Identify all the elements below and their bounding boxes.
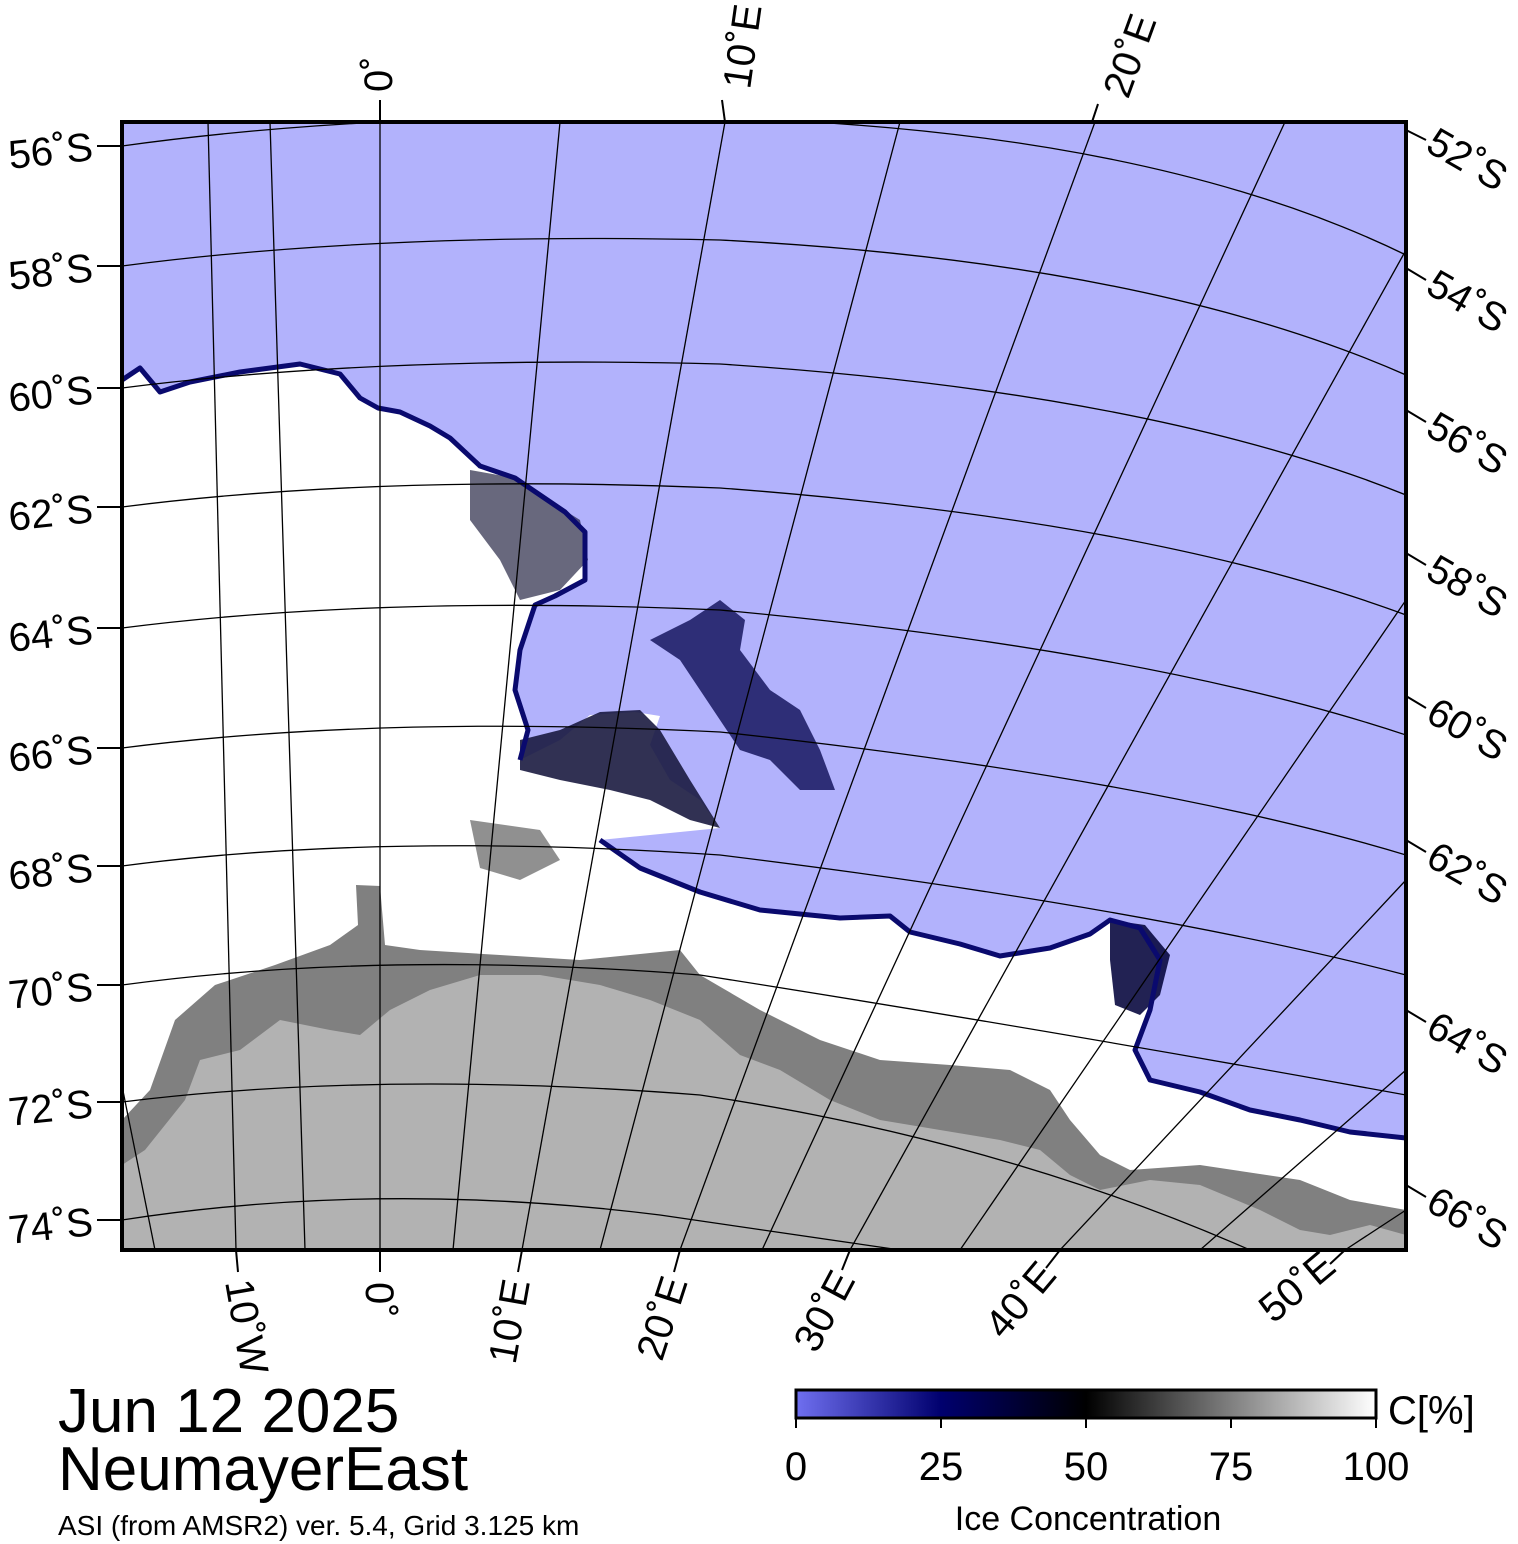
- colorbar-tick-label: 75: [1209, 1445, 1254, 1489]
- left-lat-label: 62˚S: [6, 487, 95, 540]
- colorbar-tick-label: 25: [919, 1445, 964, 1489]
- right-lat-label: 64˚S: [1420, 1004, 1515, 1084]
- colorbar-tick-label: 100: [1343, 1445, 1410, 1489]
- left-latitude-labels: 56˚S 58˚S 60˚S 62˚S 64˚S 66˚S 68˚S 70˚S …: [6, 125, 95, 1253]
- colorbar-unit: C[%]: [1388, 1389, 1475, 1433]
- right-lat-label: 66˚S: [1420, 1179, 1515, 1259]
- right-lat-label: 60˚S: [1420, 690, 1515, 770]
- top-lon-label: 20˚E: [1095, 9, 1165, 103]
- right-lat-label: 54˚S: [1420, 262, 1515, 342]
- top-lon-label: 10˚E: [715, 1, 770, 91]
- colorbar-tick-label: 0: [785, 1445, 807, 1489]
- bottom-lon-label: 30˚E: [785, 1264, 864, 1359]
- region-name: NeumayerEast: [58, 1435, 469, 1504]
- right-lat-label: 62˚S: [1420, 834, 1515, 914]
- bottom-lon-label: 40˚E: [977, 1254, 1065, 1347]
- map-date: Jun 12 2025: [58, 1377, 400, 1446]
- top-lon-label: 0˚: [357, 56, 401, 92]
- bottom-lon-label: 10˚E: [481, 1276, 539, 1367]
- product-info: ASI (from AMSR2) ver. 5.4, Grid 3.125 km: [58, 1510, 580, 1541]
- bottom-lon-label: 20˚E: [629, 1271, 697, 1365]
- left-lat-label: 60˚S: [6, 368, 95, 421]
- map-frame: [120, 120, 1408, 1252]
- graticule-meridians: [122, 122, 1406, 1250]
- bottom-lon-label: 50˚E: [1251, 1243, 1344, 1331]
- colorbar-title: Ice Concentration: [955, 1500, 1222, 1538]
- right-lat-label: 52˚S: [1420, 120, 1515, 200]
- marginal-ice-zone: [470, 470, 1170, 1015]
- left-lat-label: 64˚S: [6, 608, 95, 661]
- left-lat-label: 56˚S: [6, 125, 95, 178]
- antarctic-land: [122, 975, 1406, 1250]
- bottom-longitude-labels: 10˚W 0˚ 10˚E 20˚E 30˚E 40˚E 50˚E: [216, 1243, 1344, 1378]
- right-lat-label: 58˚S: [1420, 547, 1515, 627]
- left-lat-label: 74˚S: [6, 1200, 95, 1253]
- colorbar-tick-label: 50: [1064, 1445, 1109, 1489]
- top-longitude-labels: 0˚ 10˚E 20˚E: [357, 1, 1165, 103]
- left-lat-label: 66˚S: [6, 728, 95, 781]
- left-lat-label: 72˚S: [6, 1082, 95, 1135]
- colorbar-gradient: [794, 1388, 1378, 1420]
- right-latitude-labels: 52˚S 54˚S 56˚S 58˚S 60˚S 62˚S 64˚S 66˚S: [1420, 120, 1515, 1259]
- colorbar: 0 25 50 75 100 C[%] Ice Concentration: [785, 1388, 1475, 1538]
- map-area: [122, 122, 1406, 1250]
- graticule-parallels: [122, 122, 1406, 1250]
- left-lat-label: 58˚S: [6, 246, 95, 299]
- right-lat-label: 56˚S: [1420, 404, 1515, 484]
- bottom-lon-label: 0˚: [357, 1282, 401, 1318]
- left-lat-label: 70˚S: [6, 965, 95, 1018]
- ice-edge: [122, 361, 1406, 1141]
- frame-ticks: [97, 99, 1427, 1273]
- bottom-lon-label: 10˚W: [216, 1276, 276, 1378]
- left-lat-label: 68˚S: [6, 846, 95, 899]
